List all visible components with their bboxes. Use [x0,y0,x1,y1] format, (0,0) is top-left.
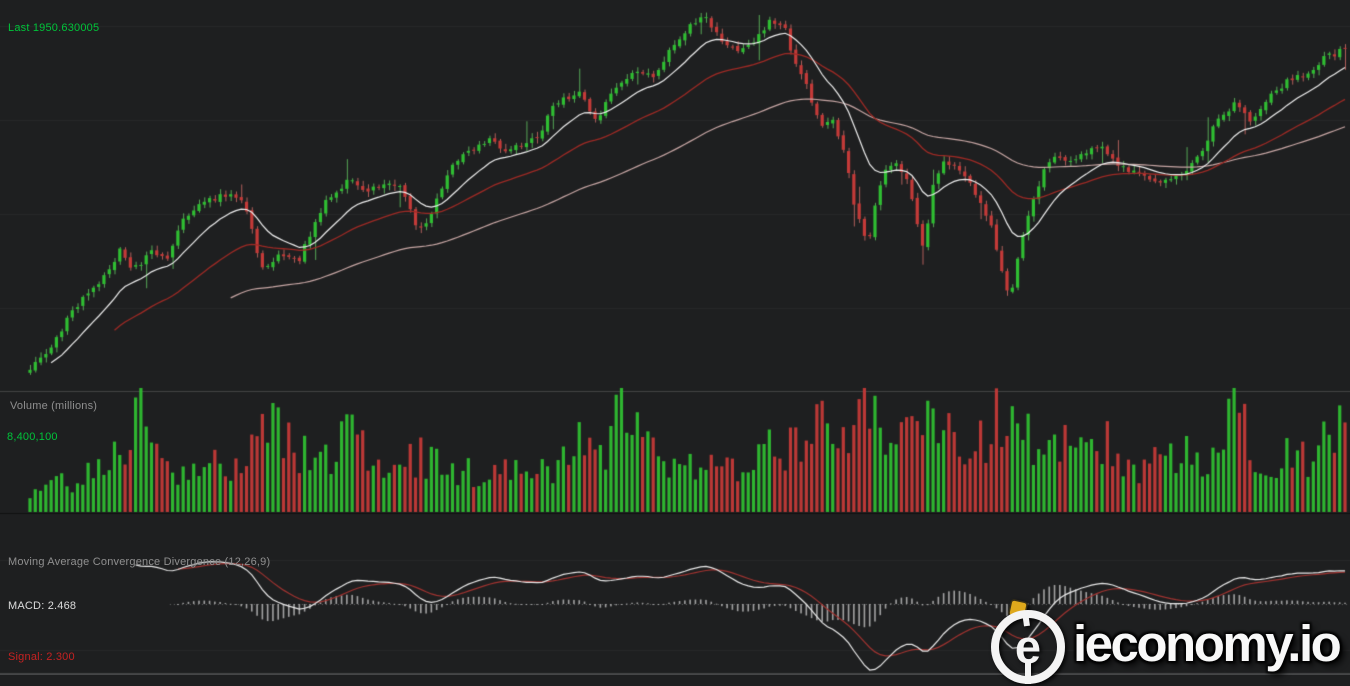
volume-value-label: 8,400,100 [7,431,58,443]
watermark-text: ieconomy.io [1073,614,1342,672]
watermark: e ieconomy.io [988,599,1342,686]
ieconomy-logo-icon: e [991,599,1065,684]
last-price-label: Last 1950.630005 [8,22,100,34]
macd-signal-label: Signal: 2.300 [8,651,75,663]
volume-pane-title: Volume (millions) [10,400,98,412]
macd-value-label: MACD: 2.468 [8,600,77,612]
macd-pane-title: Moving Average Convergence Divergence (1… [8,556,271,568]
